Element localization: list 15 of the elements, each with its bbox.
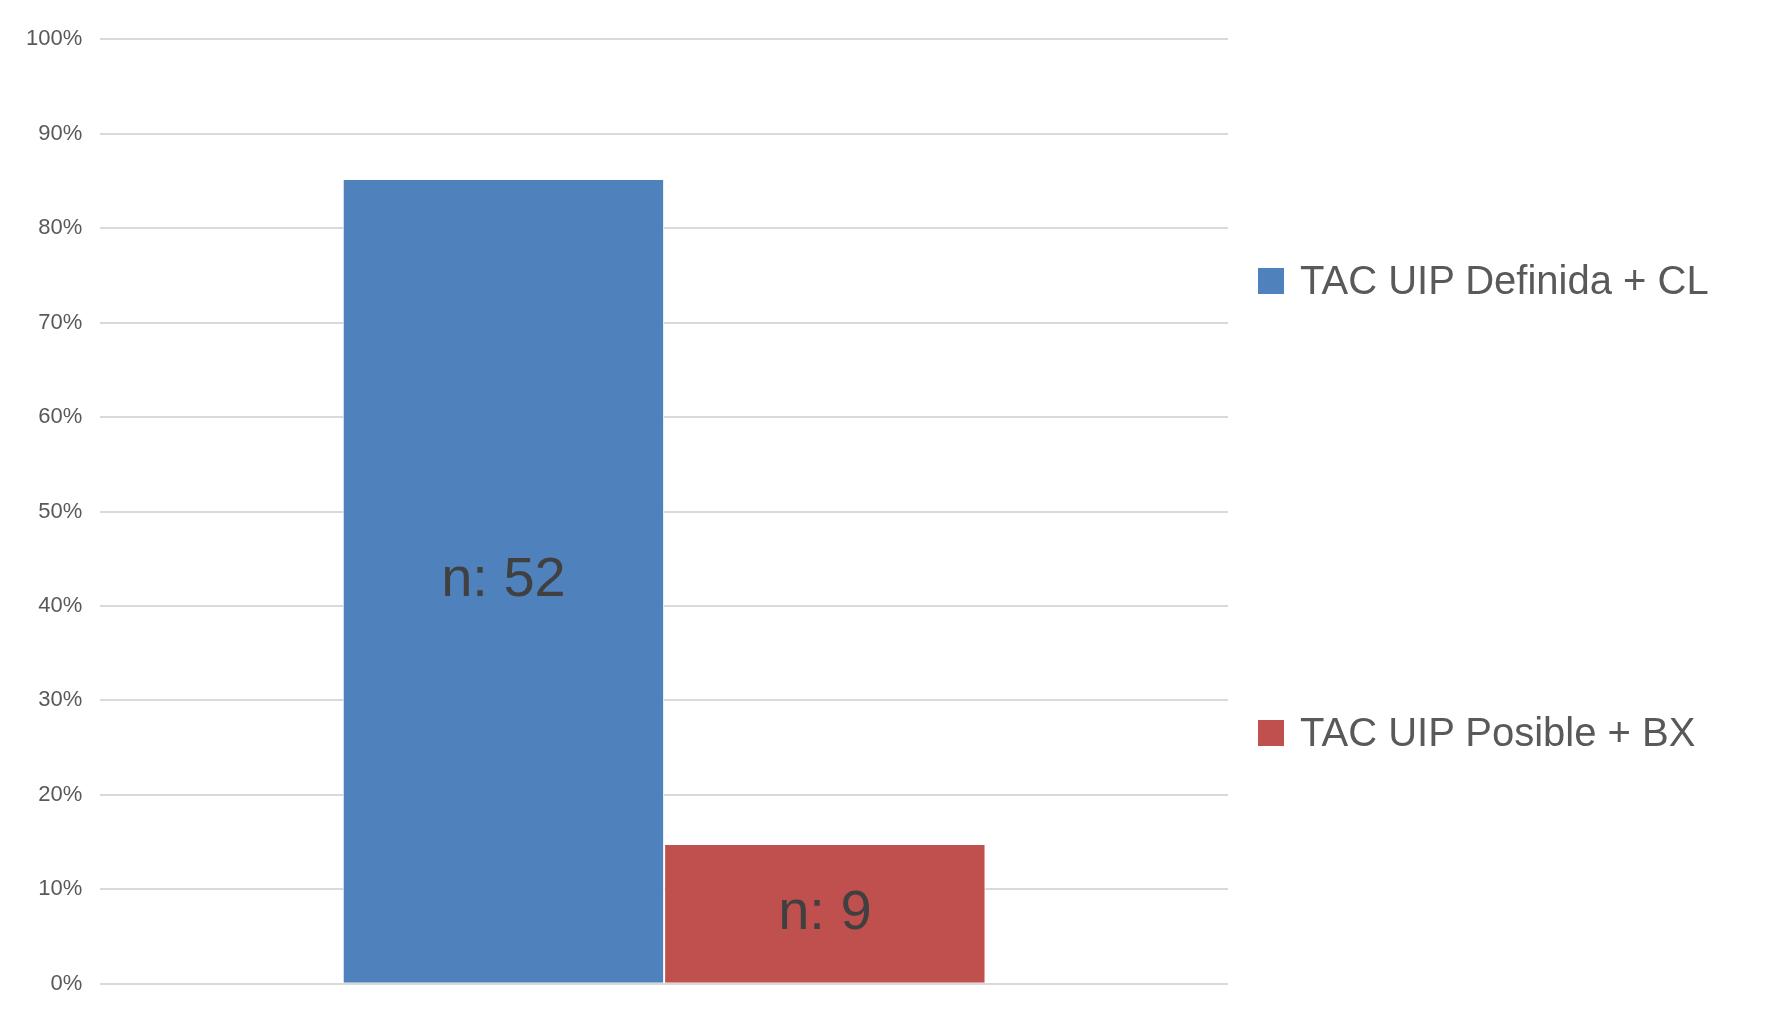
y-tick-label: 90%: [38, 119, 83, 145]
y-tick-label: 10%: [38, 875, 83, 901]
y-tick-label: 100%: [25, 25, 83, 51]
y-tick-label: 20%: [38, 780, 83, 806]
annotation: n: 9: [778, 877, 872, 941]
y-tick-label: 40%: [38, 592, 83, 618]
y-tick-label: 60%: [38, 403, 83, 429]
legend-label: TAC UIP Definida + CL: [1300, 258, 1709, 303]
y-tick-label: 30%: [38, 686, 83, 712]
y-tick-label: 50%: [38, 497, 83, 523]
legend-label: TAC UIP Posible + BX: [1300, 710, 1696, 755]
y-tick-label: 70%: [38, 308, 83, 334]
y-tick-label: 80%: [38, 214, 83, 240]
annotation: n: 52: [441, 545, 566, 609]
y-tick-label: 0%: [50, 969, 83, 995]
